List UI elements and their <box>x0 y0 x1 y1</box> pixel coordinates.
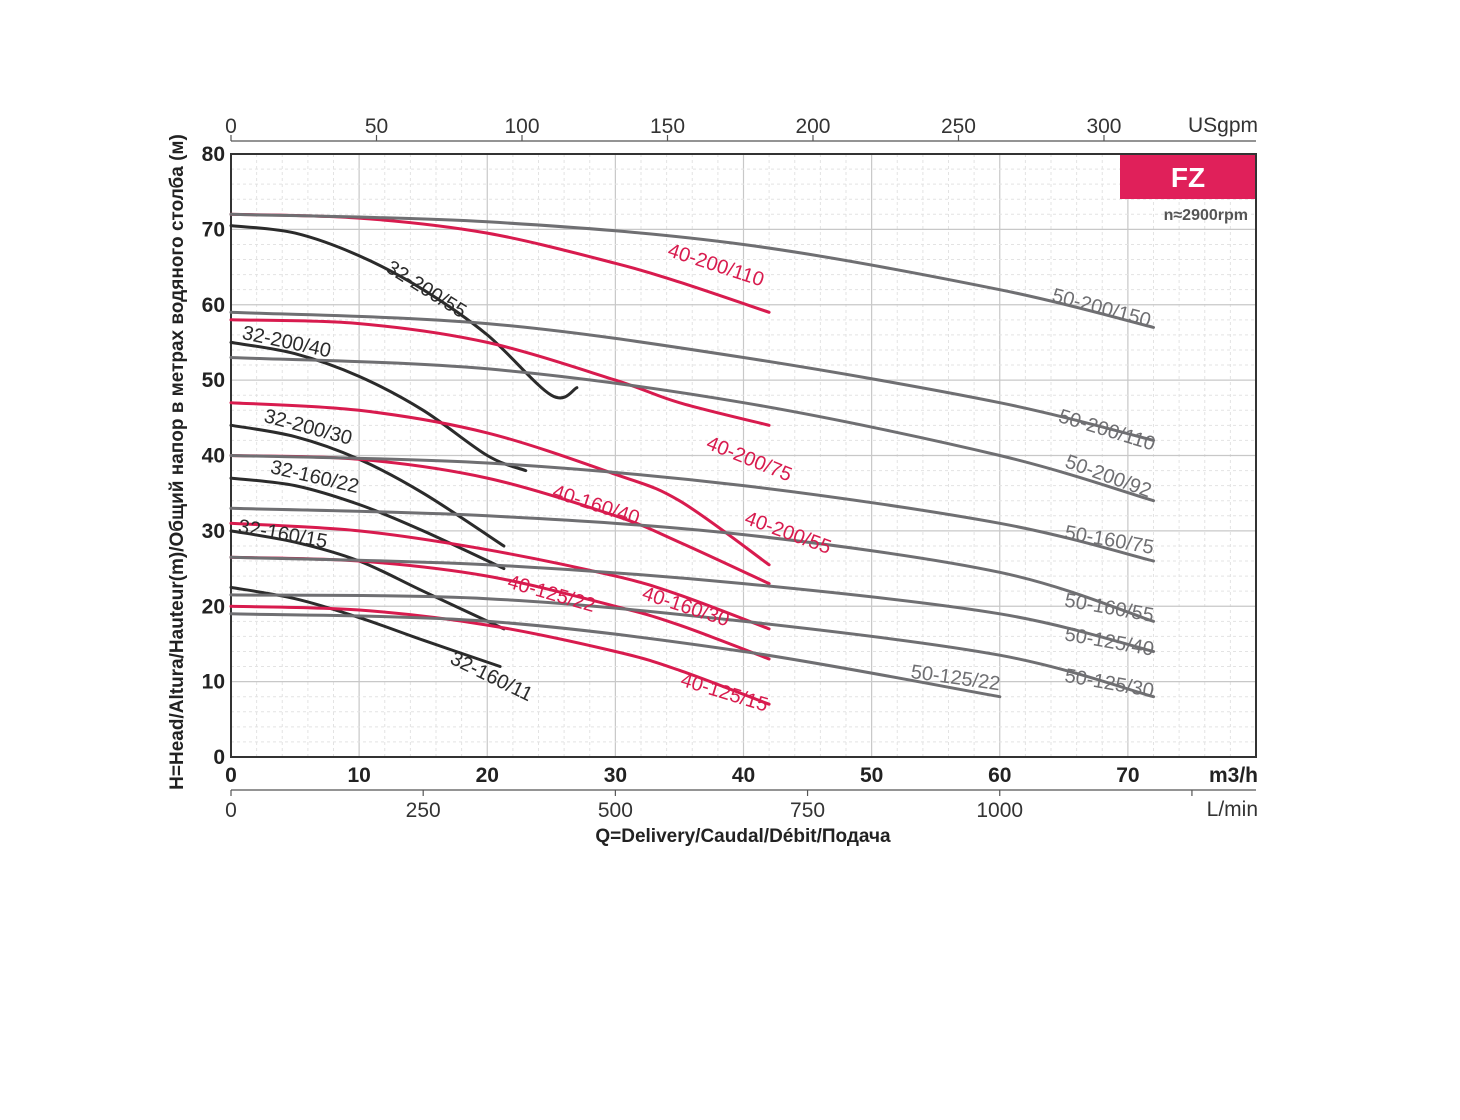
curve-label: 32-200/40 <box>240 322 333 362</box>
curve-label: 50-200/110 <box>1056 405 1158 455</box>
series-badge <box>1120 155 1255 199</box>
x-axis-title: Q=Delivery/Caudal/Débit/Подача <box>595 826 891 847</box>
bottom-axis2-tick-label: 500 <box>598 799 633 822</box>
curve-40-125-15 <box>229 604 771 706</box>
curve-50-200-150 <box>229 212 1155 329</box>
top-axis-tick-label: 250 <box>941 115 976 138</box>
top-axis-tick-label: 100 <box>504 115 539 138</box>
top-axis-tick-label: 0 <box>225 115 237 138</box>
curve-label: 50-160/75 <box>1063 522 1156 559</box>
top-axis-unit: USgpm <box>1188 114 1258 137</box>
x-tick-label: 20 <box>476 764 499 787</box>
bottom-axis2-tick-label: 250 <box>406 799 441 822</box>
y-tick-label: 20 <box>202 595 225 618</box>
top-axis-tick-label: 300 <box>1086 115 1121 138</box>
curve-40-200-75 <box>229 318 771 427</box>
curve-32-200-55 <box>229 224 579 400</box>
top-axis-tick-label: 150 <box>650 115 685 138</box>
bottom-axis2-tick-label: 750 <box>790 799 825 822</box>
y-tick-label: 50 <box>202 369 225 392</box>
y-tick-label: 80 <box>202 143 225 166</box>
curve-50-200-92 <box>229 356 1155 503</box>
curve-32-200-40 <box>229 340 528 473</box>
x-tick-label: 60 <box>988 764 1011 787</box>
x-tick-label: 70 <box>1116 764 1139 787</box>
curve-label: 50-125/40 <box>1063 623 1156 660</box>
bottom-axis2-tick-label: 0 <box>225 799 237 822</box>
curve-label: 40-125/15 <box>678 669 771 716</box>
y-tick-label: 70 <box>202 218 225 241</box>
curve-50-200-110 <box>229 310 1155 442</box>
curve-label: 32-160/11 <box>447 648 536 707</box>
x-tick-label: 40 <box>732 764 755 787</box>
curve-50-160-55 <box>229 506 1155 623</box>
y-axis-title: H=Head/Altura/Hauteur(m)/Общий напор в м… <box>167 134 188 790</box>
curve-label: 40-160/30 <box>639 583 731 632</box>
speed-label: n≈2900rpm <box>1164 207 1248 224</box>
curve-50-125-22 <box>229 612 1002 699</box>
bottom-axis2-unit: L/min <box>1207 798 1258 821</box>
curve-40-160-30 <box>229 521 771 631</box>
y-tick-label: 0 <box>213 746 225 769</box>
top-axis-tick-label: 50 <box>365 115 388 138</box>
curve-label: 40-125/22 <box>505 571 598 617</box>
curve-50-125-30 <box>229 593 1155 699</box>
curve-label: 50-200/150 <box>1050 285 1153 332</box>
x-tick-label: 0 <box>225 764 237 787</box>
y-tick-label: 60 <box>202 294 225 317</box>
y-tick-label: 10 <box>202 671 225 694</box>
top-axis-tick-label: 200 <box>795 115 830 138</box>
x-tick-label: 50 <box>860 764 883 787</box>
curve-50-125-40 <box>229 555 1155 653</box>
x-axis-unit: m3/h <box>1209 764 1258 787</box>
curves <box>229 212 1155 706</box>
y-tick-label: 30 <box>202 520 225 543</box>
x-tick-label: 10 <box>347 764 370 787</box>
curve-40-200-55 <box>229 401 771 567</box>
curve-label: 32-160/15 <box>237 516 330 553</box>
y-tick-label: 40 <box>202 445 225 468</box>
series-badge-label: FZ <box>1171 162 1205 193</box>
x-tick-label: 30 <box>604 764 627 787</box>
bottom-axis2-tick-label: 1000 <box>976 799 1023 822</box>
curve-50-160-75 <box>229 454 1155 563</box>
